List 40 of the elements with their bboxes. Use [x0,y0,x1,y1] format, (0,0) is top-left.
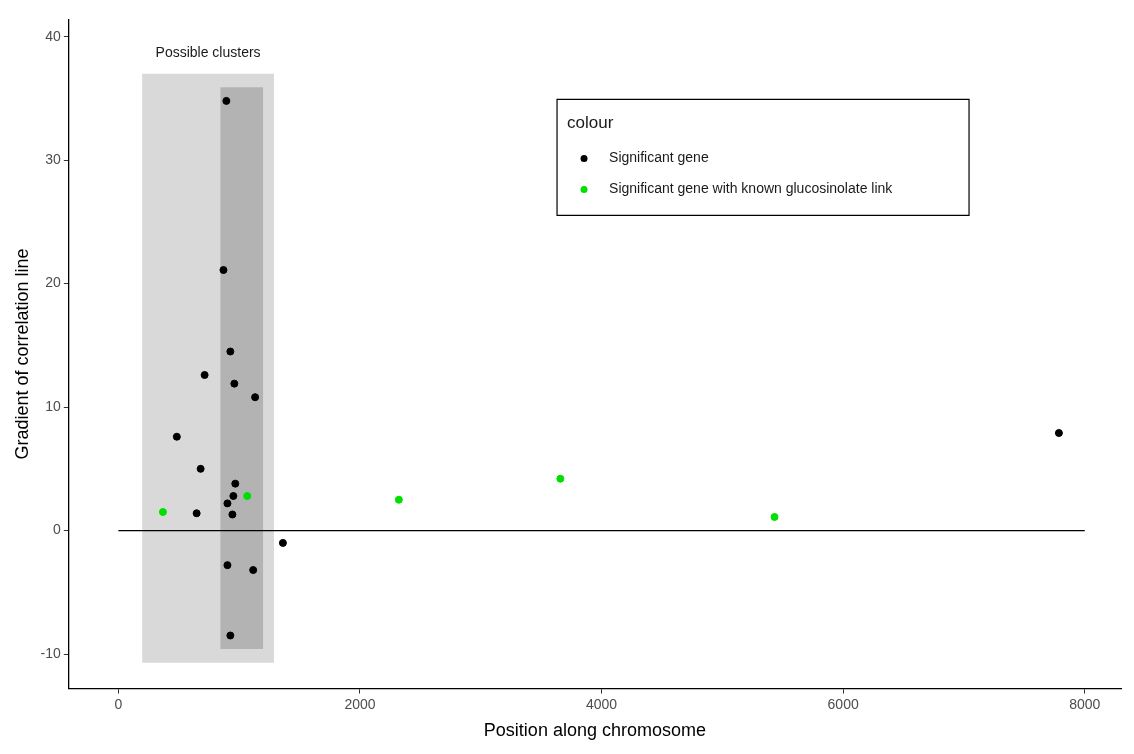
point [251,393,260,402]
point [192,509,201,518]
x-axis-title: Position along chromosome [483,720,706,741]
y-tick-label: -10 [40,644,62,661]
legend-label: Significant gene with known glucosinolate link [609,180,894,197]
point [556,474,565,483]
y-tick-label: 40 [45,27,62,44]
point [222,96,231,105]
y-tick-label: 20 [45,274,62,291]
point [229,491,238,500]
x-tick-label: 0 [114,695,123,712]
point [219,266,228,275]
x-tick-label: 6000 [827,695,859,712]
legend-title: colour [567,113,614,133]
x-tick-label: 4000 [585,695,618,712]
y-tick-label: 10 [45,397,62,414]
point [226,347,235,356]
legend-label: Significant gene [609,149,709,166]
point [249,566,258,575]
point [196,464,205,473]
point [278,538,287,547]
point [200,370,209,379]
point [223,561,232,570]
point [770,512,779,521]
point [228,510,237,519]
point [223,499,232,508]
y-axis-title: Gradient of correlation line [11,248,32,460]
x-tick-label: 2000 [344,695,376,712]
point [172,432,181,441]
y-tick-label: 30 [45,151,62,168]
x-tick-label: 8000 [1069,695,1101,712]
point [226,631,235,640]
point [230,379,239,388]
y-tick-label: 0 [53,521,62,538]
point [231,479,240,488]
point [243,491,252,500]
band-label: Possible clusters [155,43,261,60]
point [1054,429,1063,438]
point [394,495,403,504]
point [158,508,167,517]
